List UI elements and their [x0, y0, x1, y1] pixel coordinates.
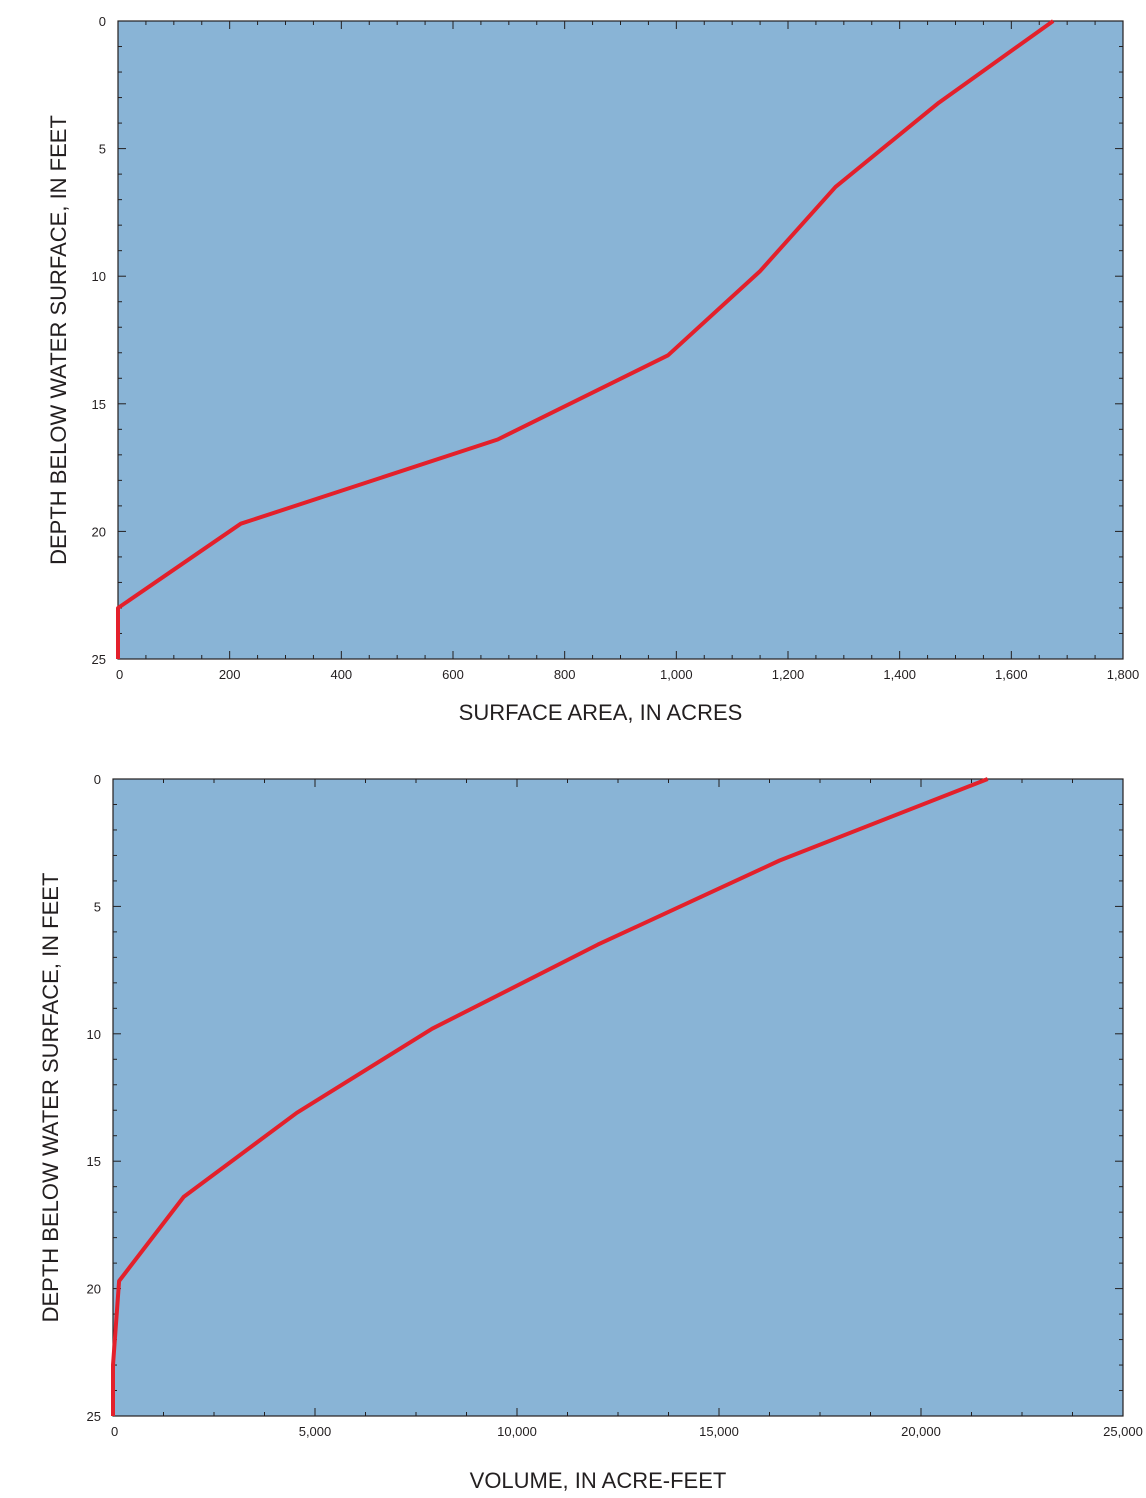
y-tick-label: 25 — [87, 1409, 101, 1424]
x-tick-label: 0 — [116, 667, 123, 682]
y-tick-label: 20 — [87, 1282, 101, 1297]
x-tick-label: 0 — [111, 1424, 118, 1439]
x-tick-label: 1,400 — [883, 667, 916, 682]
y-tick-label: 10 — [92, 269, 106, 284]
y-tick-label: 5 — [94, 899, 101, 914]
plot-area — [113, 779, 1123, 1416]
x-tick-label: 15,000 — [699, 1424, 739, 1439]
x-tick-label: 200 — [219, 667, 241, 682]
x-tick-label: 1,600 — [995, 667, 1028, 682]
chart-2: 0 5,000 10,000 15,000 20,000 25,000 0 5 10 15 20 25… — [38, 772, 1143, 1493]
x-axis-title: VOLUME, IN ACRE-FEET — [470, 1468, 727, 1493]
x-tick-label: 1,800 — [1107, 667, 1140, 682]
y-axis-title: DEPTH BELOW WATER SURFACE, IN FEET — [38, 873, 63, 1323]
data-line — [116, 19, 1055, 659]
plot-frame — [117, 20, 1124, 660]
y-tick-label: 0 — [99, 14, 106, 29]
x-tick-label: 600 — [442, 667, 464, 682]
x-tick-label: 20,000 — [901, 1424, 941, 1439]
y-tick-label: 0 — [94, 772, 101, 787]
plot-frame — [112, 778, 1124, 1417]
x-tick-label: 800 — [554, 667, 576, 682]
x-axis-title: SURFACE AREA, IN ACRES — [459, 700, 743, 725]
chart-1: 0 200 400 600 800 1,000 1,200 1,400 1,600 1,800 0 5… — [46, 14, 1139, 725]
y-axis-title: DEPTH BELOW WATER SURFACE, IN FEET — [46, 115, 71, 565]
x-tick-label: 400 — [330, 667, 352, 682]
y-tick-label: 15 — [87, 1154, 101, 1169]
x-tick-label: 5,000 — [299, 1424, 332, 1439]
y-tick-label: 15 — [92, 397, 106, 412]
y-tick-label: 25 — [92, 652, 106, 667]
x-tick-label: 1,200 — [772, 667, 805, 682]
x-tick-label: 25,000 — [1103, 1424, 1143, 1439]
plot-area — [118, 21, 1123, 659]
y-tick-label: 10 — [87, 1027, 101, 1042]
x-tick-label: 1,000 — [660, 667, 693, 682]
data-line — [111, 777, 989, 1416]
y-tick-label: 5 — [99, 142, 106, 157]
y-tick-label: 20 — [92, 524, 106, 539]
x-tick-label: 10,000 — [497, 1424, 537, 1439]
